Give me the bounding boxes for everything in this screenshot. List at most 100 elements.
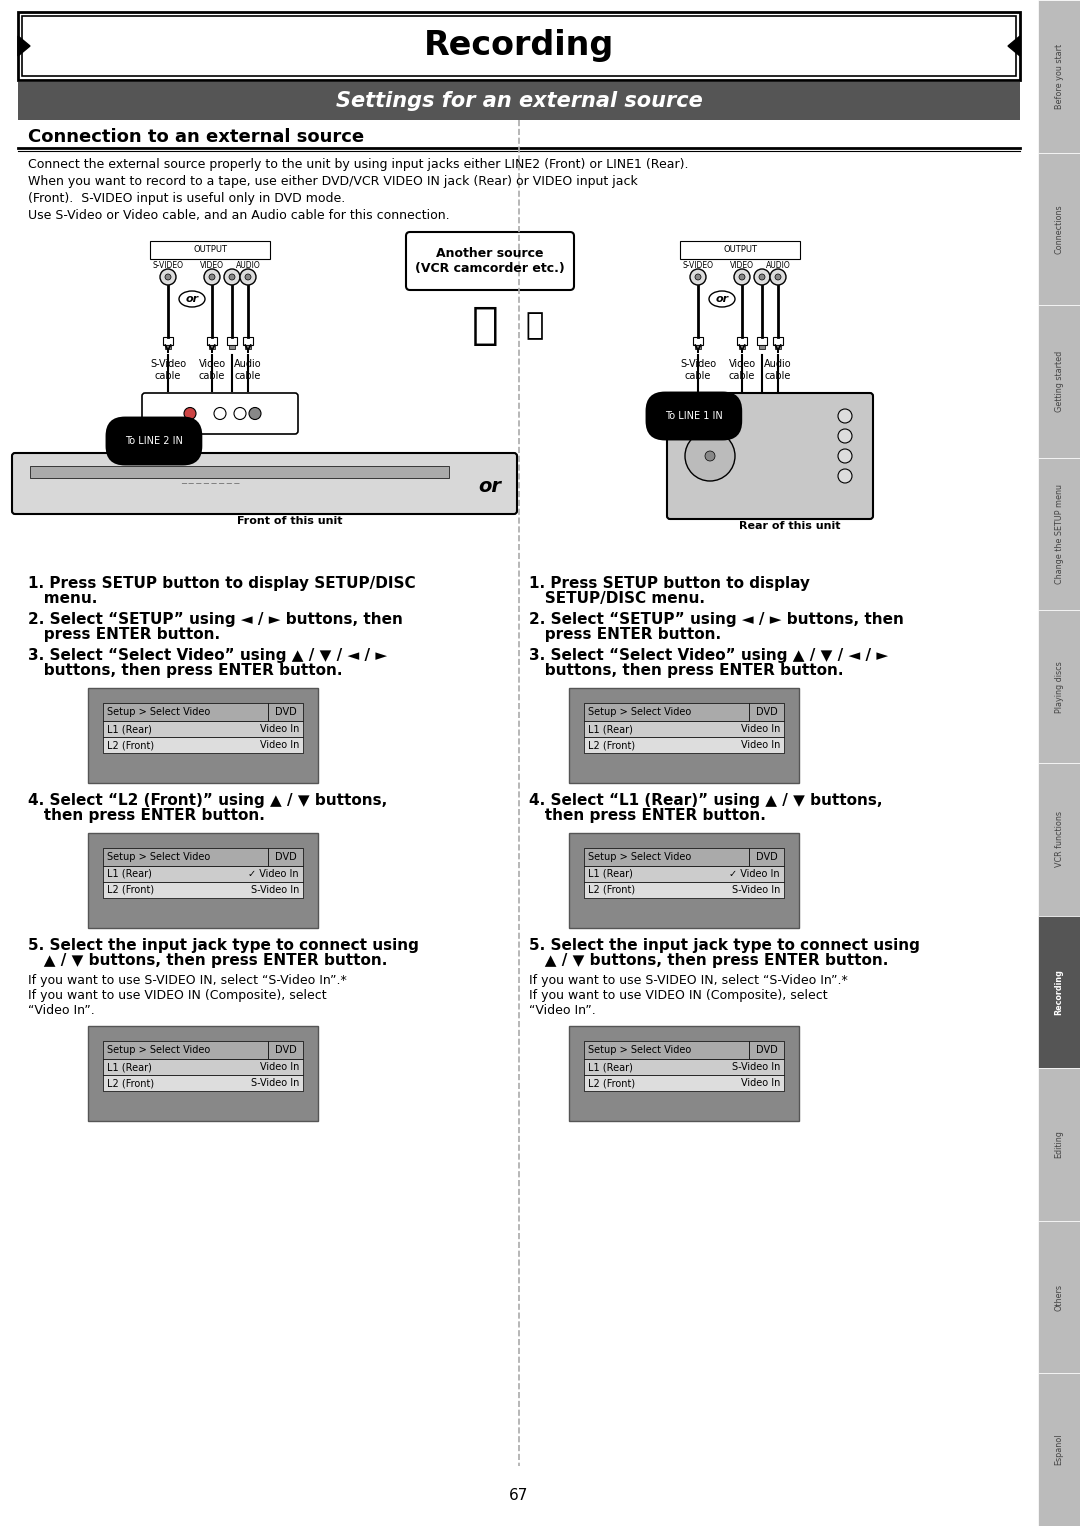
Bar bbox=[268, 848, 303, 865]
Circle shape bbox=[838, 449, 852, 462]
Text: Setup > Select Video: Setup > Select Video bbox=[107, 852, 211, 862]
Bar bbox=[1038, 916, 1080, 1068]
Text: buttons, then press ENTER button.: buttons, then press ENTER button. bbox=[529, 662, 843, 678]
FancyBboxPatch shape bbox=[667, 394, 873, 519]
Bar bbox=[1038, 458, 1080, 610]
Text: Espanol: Espanol bbox=[1054, 1434, 1064, 1465]
Bar bbox=[584, 737, 784, 752]
Text: S-VIDEO: S-VIDEO bbox=[152, 261, 184, 270]
Text: L2 (Front): L2 (Front) bbox=[107, 740, 154, 749]
Text: Audio
cable: Audio cable bbox=[234, 359, 261, 380]
Bar bbox=[103, 1074, 303, 1091]
Bar bbox=[739, 345, 745, 349]
Text: Setup > Select Video: Setup > Select Video bbox=[588, 707, 691, 717]
Bar bbox=[773, 337, 783, 345]
Bar bbox=[584, 1041, 750, 1059]
Bar bbox=[584, 1074, 784, 1091]
Text: Editing: Editing bbox=[1054, 1131, 1064, 1158]
Text: ✓ Video In: ✓ Video In bbox=[248, 868, 299, 879]
Text: Rear of this unit: Rear of this unit bbox=[739, 520, 840, 531]
FancyBboxPatch shape bbox=[406, 232, 573, 290]
Text: S-Video
cable: S-Video cable bbox=[680, 359, 716, 380]
Text: DVD: DVD bbox=[756, 852, 778, 862]
Text: S-Video In: S-Video In bbox=[251, 1077, 299, 1088]
Bar bbox=[103, 1059, 303, 1074]
Bar bbox=[584, 1059, 784, 1074]
Text: 3. Select “Select Video” using ▲ / ▼ / ◄ / ►: 3. Select “Select Video” using ▲ / ▼ / ◄… bbox=[529, 649, 888, 662]
Bar bbox=[759, 345, 765, 349]
Text: press ENTER button.: press ENTER button. bbox=[28, 627, 220, 642]
Text: (Front).  S-VIDEO input is useful only in DVD mode.: (Front). S-VIDEO input is useful only in… bbox=[28, 192, 346, 204]
Text: 3. Select “Select Video” using ▲ / ▼ / ◄ / ►: 3. Select “Select Video” using ▲ / ▼ / ◄… bbox=[28, 649, 387, 662]
Circle shape bbox=[838, 409, 852, 423]
Bar bbox=[103, 720, 303, 737]
Bar bbox=[229, 345, 235, 349]
Text: or: or bbox=[186, 295, 199, 304]
Bar bbox=[1038, 0, 1080, 153]
Circle shape bbox=[705, 452, 715, 461]
Text: then press ENTER button.: then press ENTER button. bbox=[529, 807, 766, 823]
Text: L1 (Rear): L1 (Rear) bbox=[588, 723, 633, 734]
Circle shape bbox=[210, 275, 215, 279]
Bar bbox=[103, 703, 268, 720]
Text: L2 (Front): L2 (Front) bbox=[588, 885, 635, 896]
Bar bbox=[18, 12, 1020, 79]
Bar bbox=[569, 833, 799, 928]
Text: VIDEO: VIDEO bbox=[200, 261, 224, 270]
Text: Video In: Video In bbox=[741, 1077, 780, 1088]
Text: 📹: 📹 bbox=[472, 305, 498, 348]
Circle shape bbox=[249, 407, 261, 420]
Text: OUTPUT: OUTPUT bbox=[723, 246, 757, 255]
Bar bbox=[87, 833, 318, 928]
Text: DVD: DVD bbox=[756, 707, 778, 717]
Bar bbox=[243, 337, 253, 345]
Bar bbox=[268, 703, 303, 720]
Bar bbox=[1038, 305, 1080, 458]
Text: Setup > Select Video: Setup > Select Video bbox=[107, 707, 211, 717]
Circle shape bbox=[775, 275, 781, 279]
Text: 1. Press SETUP button to display: 1. Press SETUP button to display bbox=[529, 575, 810, 591]
Text: S-Video In: S-Video In bbox=[251, 885, 299, 896]
Bar bbox=[757, 337, 767, 345]
Text: Connection to an external source: Connection to an external source bbox=[28, 128, 364, 146]
Polygon shape bbox=[1008, 37, 1020, 56]
Text: DVD: DVD bbox=[275, 707, 297, 717]
Text: 2. Select “SETUP” using ◄ / ► buttons, then: 2. Select “SETUP” using ◄ / ► buttons, t… bbox=[28, 612, 403, 627]
Text: Video In: Video In bbox=[259, 740, 299, 749]
Bar bbox=[268, 1041, 303, 1059]
Text: Audio
cable: Audio cable bbox=[765, 359, 792, 380]
Text: VIDEO: VIDEO bbox=[730, 261, 754, 270]
Circle shape bbox=[245, 275, 251, 279]
Circle shape bbox=[685, 430, 735, 481]
Text: Setup > Select Video: Setup > Select Video bbox=[107, 1045, 211, 1054]
Circle shape bbox=[229, 275, 235, 279]
Bar bbox=[584, 848, 750, 865]
Circle shape bbox=[759, 275, 765, 279]
Bar bbox=[1038, 610, 1080, 763]
Bar bbox=[18, 82, 1020, 121]
Circle shape bbox=[240, 269, 256, 285]
Text: Settings for an external source: Settings for an external source bbox=[336, 92, 702, 111]
Circle shape bbox=[160, 269, 176, 285]
Text: DVD: DVD bbox=[756, 1045, 778, 1054]
Text: Front of this unit: Front of this unit bbox=[238, 516, 342, 526]
Circle shape bbox=[754, 269, 770, 285]
Text: L2 (Front): L2 (Front) bbox=[107, 1077, 154, 1088]
Bar bbox=[584, 703, 750, 720]
Bar bbox=[30, 465, 449, 478]
Circle shape bbox=[734, 269, 750, 285]
Text: L1 (Rear): L1 (Rear) bbox=[588, 1062, 633, 1071]
Text: L2 (Front): L2 (Front) bbox=[588, 740, 635, 749]
Text: Others: Others bbox=[1054, 1283, 1064, 1311]
Text: If you want to use S-VIDEO IN, select “S-Video In”.*
If you want to use VIDEO IN: If you want to use S-VIDEO IN, select “S… bbox=[529, 974, 848, 1016]
Text: DVD: DVD bbox=[275, 1045, 297, 1054]
Bar bbox=[87, 1025, 318, 1122]
Text: Use S-Video or Video cable, and an Audio cable for this connection.: Use S-Video or Video cable, and an Audio… bbox=[28, 209, 449, 221]
Text: 67: 67 bbox=[510, 1488, 529, 1503]
Bar bbox=[696, 345, 701, 349]
Text: Playing discs: Playing discs bbox=[1054, 661, 1064, 713]
Circle shape bbox=[165, 275, 171, 279]
Bar bbox=[103, 737, 303, 752]
Text: Setup > Select Video: Setup > Select Video bbox=[588, 1045, 691, 1054]
Circle shape bbox=[224, 269, 240, 285]
